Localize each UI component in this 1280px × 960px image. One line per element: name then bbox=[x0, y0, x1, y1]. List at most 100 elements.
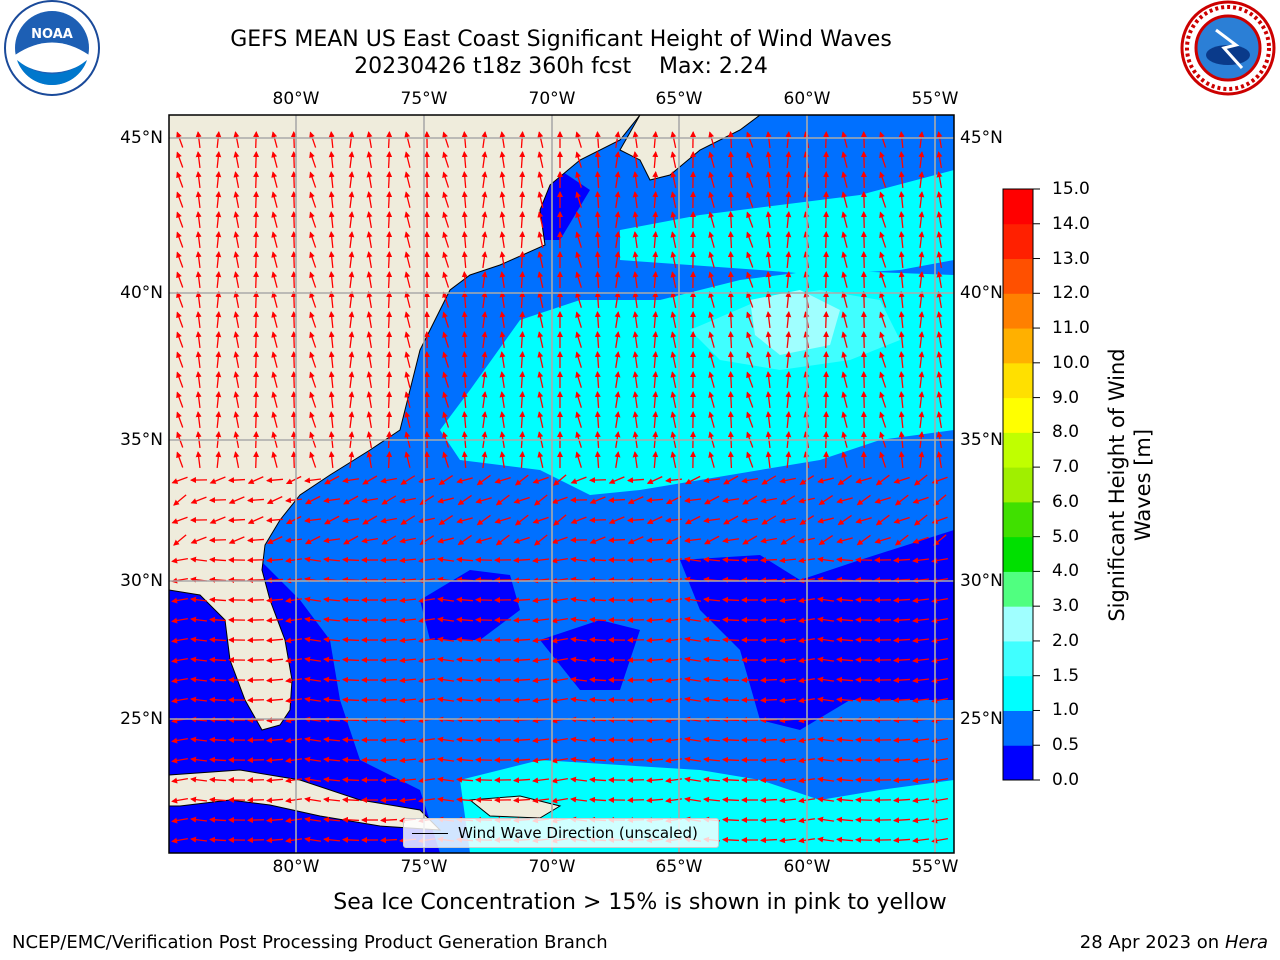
low-wave-region-center bbox=[540, 620, 640, 690]
wave-direction-arrow bbox=[594, 371, 601, 389]
wave-direction-arrow bbox=[513, 597, 531, 604]
wave-direction-arrow bbox=[323, 636, 341, 643]
wave-direction-arrow bbox=[879, 271, 887, 288]
wave-direction-arrow bbox=[594, 291, 601, 309]
wave-direction-arrow bbox=[823, 391, 830, 409]
wave-direction-arrow bbox=[343, 535, 359, 545]
wave-direction-arrow bbox=[614, 351, 621, 369]
wave-direction-arrow bbox=[589, 676, 607, 683]
wave-direction-arrow bbox=[704, 535, 720, 545]
wave-direction-arrow bbox=[936, 251, 943, 268]
wave-direction-arrow bbox=[171, 637, 188, 644]
wave-direction-arrow bbox=[841, 251, 848, 268]
colorbar-segment bbox=[1003, 328, 1033, 364]
wave-direction-arrow bbox=[404, 271, 411, 288]
wave-direction-arrow bbox=[247, 617, 265, 624]
lat-label-right: 25°N bbox=[960, 709, 1003, 729]
wave-direction-arrow bbox=[285, 657, 303, 664]
wave-direction-arrow bbox=[722, 776, 740, 783]
wave-direction-arrow bbox=[228, 536, 245, 544]
wave-direction-arrow bbox=[386, 451, 393, 469]
wave-direction-arrow bbox=[195, 331, 202, 349]
wave-direction-arrow bbox=[271, 371, 278, 388]
wave-direction-arrow bbox=[589, 636, 607, 643]
footer-date: 28 Apr 2023 on Hera bbox=[1080, 932, 1268, 953]
wave-direction-arrow bbox=[936, 351, 943, 368]
wave-direction-arrow bbox=[860, 271, 867, 289]
wave-direction-arrow bbox=[746, 391, 754, 408]
wave-direction-arrow bbox=[823, 191, 830, 209]
wave-direction-arrow bbox=[366, 151, 373, 168]
wave-direction-arrow bbox=[537, 251, 544, 268]
wave-direction-arrow bbox=[366, 251, 373, 268]
colorbar bbox=[1003, 188, 1040, 781]
wave-direction-arrow bbox=[722, 796, 740, 803]
wave-direction-arrow bbox=[461, 391, 468, 409]
wave-direction-arrow bbox=[856, 494, 871, 506]
wave-direction-arrow bbox=[860, 251, 867, 269]
wave-direction-arrow bbox=[176, 411, 184, 428]
wave-direction-arrow bbox=[285, 537, 303, 544]
wave-direction-arrow bbox=[481, 191, 488, 209]
wave-direction-arrow bbox=[817, 616, 835, 623]
wave-direction-arrow bbox=[399, 557, 417, 564]
wave-direction-arrow bbox=[841, 331, 848, 348]
wave-direction-arrow bbox=[304, 556, 322, 563]
wave-direction-arrow bbox=[475, 616, 493, 623]
wave-direction-arrow bbox=[457, 494, 472, 506]
wave-direction-arrow bbox=[855, 576, 873, 583]
wave-direction-arrow bbox=[481, 131, 488, 149]
wave-direction-arrow bbox=[746, 191, 754, 208]
wave-direction-arrow bbox=[708, 311, 715, 328]
wave-direction-arrow bbox=[266, 697, 284, 704]
wave-direction-arrow bbox=[176, 151, 184, 168]
wave-direction-arrow bbox=[841, 131, 848, 148]
wave-direction-arrow bbox=[703, 477, 721, 484]
wave-direction-arrow bbox=[627, 517, 645, 524]
wave-direction-arrow bbox=[442, 231, 450, 248]
wave-direction-arrow bbox=[879, 151, 887, 168]
wave-direction-arrow bbox=[765, 191, 772, 209]
lat-label-left: 45°N bbox=[120, 128, 163, 148]
wave-direction-arrow bbox=[271, 291, 278, 308]
wave-direction-arrow bbox=[537, 151, 544, 168]
wave-direction-arrow bbox=[551, 677, 568, 684]
wave-direction-arrow bbox=[703, 656, 721, 663]
wave-direction-arrow bbox=[380, 677, 398, 684]
wave-direction-arrow bbox=[380, 637, 398, 644]
wave-direction-arrow bbox=[614, 391, 621, 409]
wave-direction-arrow bbox=[765, 231, 772, 249]
wave-direction-arrow bbox=[442, 211, 450, 228]
wave-direction-arrow bbox=[285, 475, 302, 485]
wave-direction-arrow bbox=[860, 131, 867, 149]
wave-direction-arrow bbox=[271, 351, 278, 368]
wave-direction-arrow bbox=[918, 331, 925, 349]
wave-direction-arrow bbox=[342, 756, 360, 763]
colorbar-tick-label: 14.0 bbox=[1052, 213, 1090, 234]
wave-direction-arrow bbox=[456, 596, 474, 603]
wave-direction-arrow bbox=[918, 171, 925, 189]
wave-direction-arrow bbox=[176, 291, 184, 308]
wave-direction-arrow bbox=[176, 171, 184, 188]
map-legend: Wind Wave Direction (unscaled) bbox=[403, 818, 719, 848]
wave-direction-arrow bbox=[760, 777, 778, 784]
high-wave-region-north bbox=[620, 170, 954, 275]
colorbar-segment bbox=[1003, 293, 1033, 329]
wave-direction-arrow bbox=[285, 697, 303, 704]
wave-direction-arrow bbox=[918, 451, 925, 469]
wave-direction-arrow bbox=[570, 596, 588, 603]
lat-label-left: 40°N bbox=[120, 283, 163, 303]
wave-direction-arrow bbox=[551, 597, 568, 604]
wave-direction-arrow bbox=[461, 211, 468, 229]
wave-direction-arrow bbox=[553, 474, 567, 486]
wave-direction-arrow bbox=[253, 271, 260, 289]
wave-direction-arrow bbox=[760, 737, 778, 744]
wave-direction-arrow bbox=[855, 816, 873, 823]
wave-direction-arrow bbox=[760, 597, 778, 604]
wave-direction-arrow bbox=[348, 391, 355, 409]
wave-direction-arrow bbox=[912, 677, 930, 684]
wave-direction-arrow bbox=[519, 331, 526, 349]
wave-direction-arrow bbox=[380, 837, 398, 844]
wave-direction-arrow bbox=[494, 517, 511, 524]
